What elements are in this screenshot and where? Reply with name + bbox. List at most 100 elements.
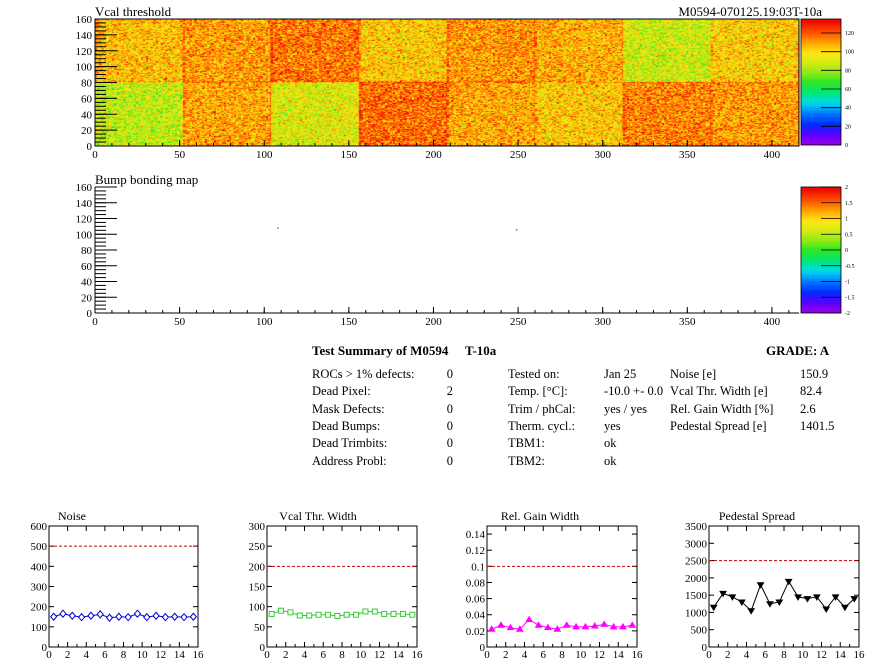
series-line [713,580,855,612]
x-tick-label: 2 [283,649,289,661]
module-id: M0594-070125.19:03T-10a [678,4,822,19]
x-tick-label: 0 [46,649,52,661]
x-tick-label: 16 [412,649,424,661]
x-tick-label: 12 [594,649,605,661]
summary-label: Temp. [°C]: [508,384,568,399]
y-tick-label: 0 [87,141,93,153]
plot-frame [94,18,800,147]
y-tick-label: 3000 [685,538,708,550]
x-tick-label: 300 [594,149,611,161]
summary-value: ok [604,453,617,468]
x-tick-label: 6 [763,649,769,661]
y-tick-label: 100 [249,602,266,614]
data-point [831,594,840,601]
x-tick-label: 0 [92,149,98,161]
data-point [619,622,627,630]
data-point [784,578,793,586]
z-tick-label: 0 [845,248,848,254]
summary-value: 1401.5 [800,418,835,433]
summary-value: 0 [446,367,453,381]
x-tick-label: 50 [174,149,186,161]
summary-value: -10.0 +- 0.0 [604,384,664,399]
x-tick-label: 0 [92,316,98,328]
data-point [362,608,369,615]
data-point [487,625,496,632]
data-point [841,604,849,612]
x-tick-label: 2 [503,649,509,661]
data-point [315,611,322,618]
y-tick-label: 200 [31,602,48,614]
z-tick-label: -2 [845,311,850,317]
x-tick-label: 0 [706,649,712,661]
y-tick-label: 50 [254,622,266,634]
data-point [581,622,590,630]
y-tick-label: 0.04 [466,610,486,622]
bump-title: Bump bonding map [95,172,199,187]
x-tick-label: 0 [484,649,490,661]
y-tick-label: 160 [76,182,93,194]
data-point [143,612,151,622]
summary-value: yes / yes [604,401,648,416]
series-line [271,610,413,617]
y-tick-label: 40 [81,277,93,289]
y-tick-label: 60 [81,261,93,273]
data-point [544,623,552,631]
y-tick-label: 500 [31,541,48,553]
z-tick-label: -1.5 [845,295,855,301]
x-tick-label: 150 [341,149,358,161]
summary-value: Jan 25 [604,367,637,381]
z-tick-label: 0.5 [845,232,853,238]
data-point [180,612,188,622]
x-tick-label: 2 [65,649,71,661]
z-tick-label: 60 [845,87,851,93]
data-point [77,612,86,622]
x-tick-label: 12 [155,649,166,661]
x-tick-label: 14 [613,649,625,661]
data-point [756,582,765,589]
data-point [812,594,821,601]
x-tick-label: 6 [321,649,327,661]
summary-label: Noise [e] [670,367,717,381]
data-point [737,599,746,607]
x-tick-label: 16 [854,649,866,661]
small-plot-title: Rel. Gain Width [501,509,579,523]
summary-label: TBM1: [508,436,545,451]
y-tick-label: 0.1 [471,561,485,573]
data-point [268,610,275,617]
summary-label: Dead Bumps: [312,418,381,433]
y-tick-label: 500 [691,625,708,637]
z-tick-label: 80 [845,68,851,74]
x-tick-label: 4 [744,649,750,661]
y-tick-label: 0.08 [466,577,486,589]
z-tick-label: 0 [845,143,848,149]
data-point [189,612,198,622]
x-tick-label: 100 [256,149,273,161]
x-tick-label: 300 [594,316,611,328]
y-tick-label: 200 [249,561,266,573]
y-tick-label: 0.12 [466,545,485,557]
x-tick-label: 16 [632,649,644,661]
summary-value: 0 [446,436,453,451]
y-tick-label: 80 [81,78,93,90]
summary-label: Pedestal Spread [e] [670,418,767,433]
x-tick-label: 6 [541,649,547,661]
y-tick-label: 0 [480,642,486,654]
summary-label: Tested on: [508,367,560,381]
x-tick-label: 10 [355,649,367,661]
small-plot-frame [266,525,418,648]
data-point [324,611,331,618]
z-tick-label: 20 [845,124,851,130]
y-tick-label: 140 [76,198,93,210]
x-tick-label: 250 [510,316,527,328]
bump-defect-point [515,229,518,231]
small-plot-title: Vcal Thr. Width [279,509,356,523]
summary-value: yes [604,418,621,433]
data-point [562,621,571,628]
summary-label: Address Probl: [312,453,387,468]
data-point [628,621,637,628]
y-tick-label: 400 [31,561,48,573]
data-point [766,601,774,608]
data-point [747,608,756,615]
vcal-color-scale [801,19,841,145]
